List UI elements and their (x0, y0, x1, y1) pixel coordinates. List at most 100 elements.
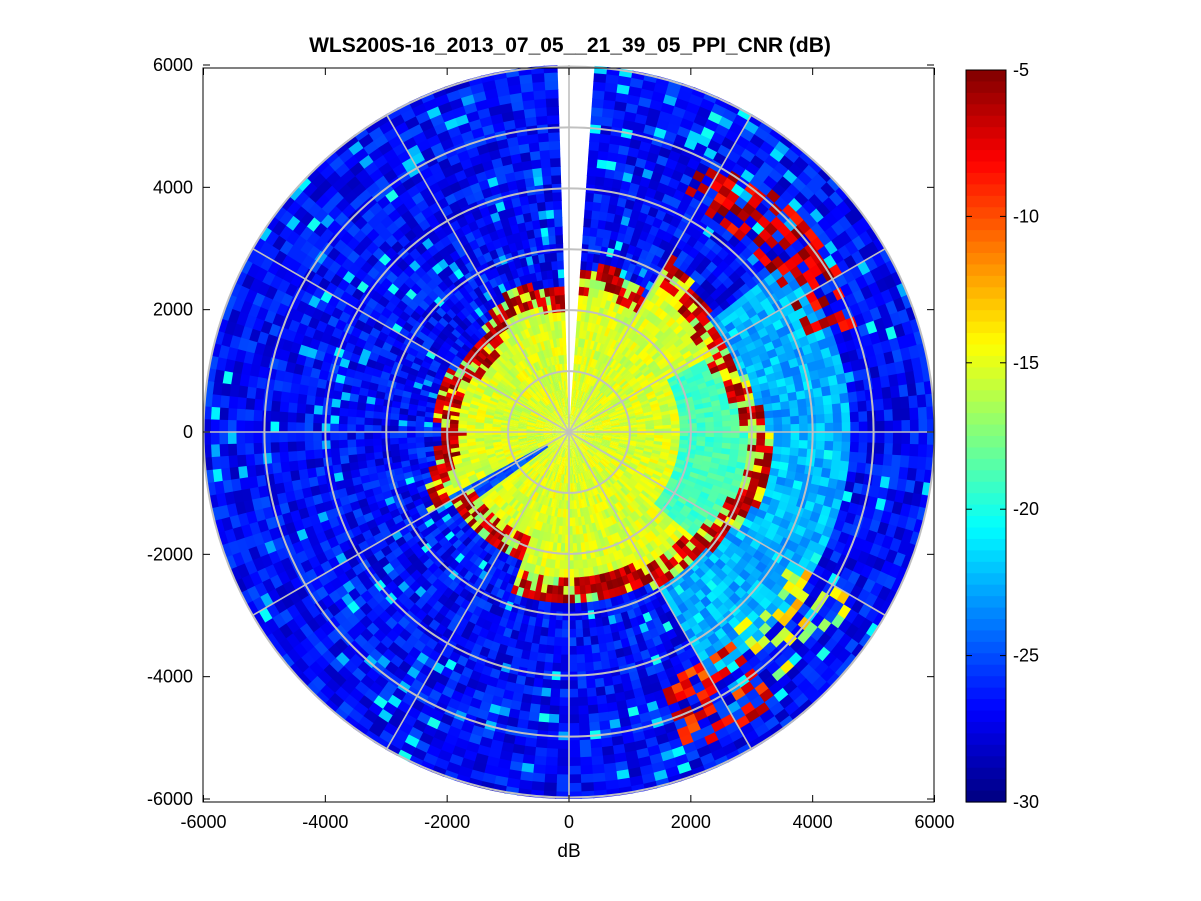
ppi-cell (585, 435, 595, 438)
ppi-cell (643, 411, 654, 417)
ppi-cell (844, 557, 858, 573)
ppi-cell (578, 390, 583, 400)
ppi-cell (730, 420, 741, 427)
ppi-cell (642, 450, 653, 457)
ppi-cell (773, 432, 783, 441)
ppi-cell (891, 501, 904, 517)
ppi-cell (591, 98, 605, 109)
ppi-cell (585, 679, 596, 689)
ppi-cell (719, 347, 731, 358)
ppi-cell (597, 381, 605, 391)
ppi-cell (589, 376, 596, 386)
ppi-cell (700, 98, 717, 112)
ppi-cell (644, 445, 654, 451)
ppi-cell (573, 406, 578, 416)
ppi-cell (572, 371, 576, 381)
ppi-cell (602, 437, 612, 442)
ppi-cell (614, 161, 627, 173)
ppi-cell (650, 303, 660, 315)
ppi-cell (642, 354, 653, 364)
ppi-cell (609, 358, 618, 369)
ppi-cell (552, 654, 562, 664)
ppi-cell (886, 362, 898, 377)
ppi-cell (640, 399, 650, 406)
ppi-cell (625, 308, 634, 319)
ppi-cell (659, 477, 670, 485)
ppi-cell (577, 427, 587, 430)
ppi-cell (580, 252, 589, 262)
ppi-cell (581, 619, 590, 630)
ppi-cell (841, 422, 851, 433)
ppi-cell (609, 443, 619, 449)
ppi-cell (593, 72, 608, 83)
ppi-cell (590, 115, 604, 126)
ppi-cell (806, 361, 819, 373)
ppi-cell (848, 451, 859, 464)
ppi-cell (847, 278, 862, 295)
ppi-cell (594, 427, 604, 430)
ppi-cell (534, 738, 548, 749)
ppi-cell (596, 380, 603, 390)
ppi-cell (644, 469, 654, 477)
ppi-cell (577, 294, 584, 305)
ppi-cell (865, 295, 879, 312)
ppi-cell (662, 386, 673, 394)
ppi-cell (857, 260, 872, 277)
ppi-cell (780, 454, 791, 464)
ppi-cell (841, 432, 851, 443)
ppi-cell (892, 552, 907, 569)
ppi-cell (734, 514, 746, 526)
ppi-cell (717, 247, 730, 261)
ppi-cell (674, 462, 685, 470)
ppi-cell (604, 299, 612, 310)
ppi-cell (869, 366, 881, 380)
ppi-cell (589, 396, 596, 406)
ppi-cell (646, 374, 657, 383)
ppi-cell (586, 175, 597, 186)
ppi-cell (618, 286, 628, 298)
ppi-cell (594, 429, 604, 432)
ppi-cell (701, 369, 713, 378)
ppi-cell (611, 349, 620, 360)
ppi-cell (641, 79, 657, 92)
ppi-cell (593, 192, 604, 204)
ppi-cell (835, 479, 847, 492)
ppi-cell (748, 114, 764, 128)
ppi-cell (654, 432, 664, 436)
ppi-cell (610, 329, 619, 340)
ppi-cell (844, 481, 856, 494)
ppi-cell (675, 458, 686, 466)
ppi-cell (664, 292, 675, 305)
ppi-cell (584, 422, 594, 427)
ppi-cell (593, 423, 603, 427)
ppi-cell (594, 424, 604, 428)
ppi-cell (607, 409, 617, 415)
ppi-cell (885, 488, 898, 503)
ppi-cell (662, 421, 672, 426)
ppi-cell (585, 330, 591, 340)
ppi-cell (594, 434, 604, 437)
ppi-cell (909, 444, 920, 458)
ppi-cell (591, 399, 600, 408)
ppi-cell (547, 713, 560, 724)
ppi-cell (629, 395, 639, 403)
ppi-cell (662, 432, 672, 436)
ppi-cell (637, 184, 650, 197)
ppi-cell (901, 432, 911, 446)
ppi-cell (580, 413, 588, 421)
ppi-cell (850, 421, 860, 433)
ppi-cell (777, 385, 789, 396)
ppi-cell (809, 511, 821, 524)
ppi-cell (792, 373, 804, 385)
ppi-cell (671, 435, 681, 441)
ppi-cell (810, 475, 822, 487)
ppi-cell (586, 406, 594, 414)
ppi-cell (663, 467, 674, 475)
ppi-cell (611, 424, 621, 428)
ppi-cell (782, 342, 795, 354)
ppi-cell (822, 395, 833, 406)
ppi-cell (840, 402, 851, 414)
ppi-cell (577, 372, 582, 382)
ppi-cell (616, 353, 625, 363)
ppi-cell (671, 470, 682, 478)
